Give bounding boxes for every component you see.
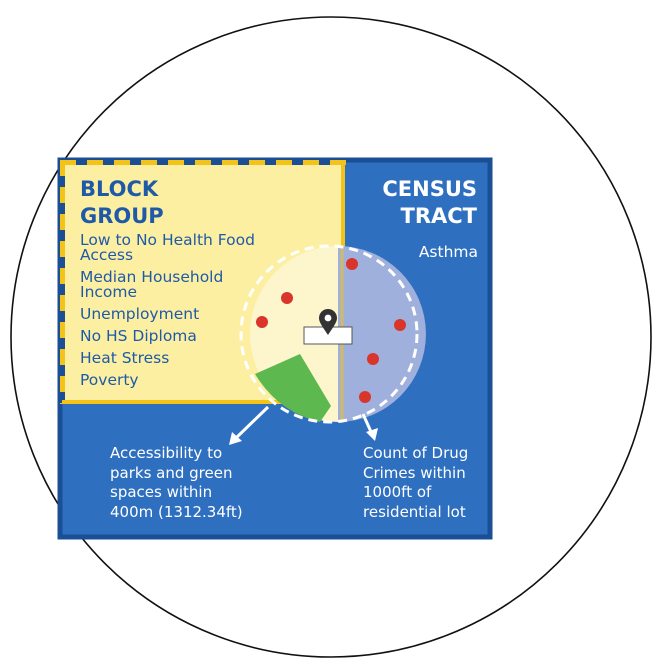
outer-circle-frame xyxy=(10,16,652,658)
buffer-circle-outline xyxy=(239,244,419,424)
indicator-heat-stress: Heat Stress xyxy=(80,349,170,367)
parks-annotation: Accessibility to parks and green spaces … xyxy=(110,444,243,521)
crime-point xyxy=(256,316,268,328)
crimes-arrow xyxy=(361,413,378,441)
map-pin-icon xyxy=(319,309,337,335)
indicator-food-access: Low to No Health Food Access xyxy=(80,231,255,264)
crime-point xyxy=(367,353,379,365)
indicator-unemployment: Unemployment xyxy=(80,305,200,323)
crime-point xyxy=(346,258,358,270)
indicator-poverty: Poverty xyxy=(80,371,139,389)
indicator-household-income: Median Household Income xyxy=(80,268,224,301)
crime-point xyxy=(394,319,406,331)
block-group-indicators: Low to No Health Food Access Median Hous… xyxy=(80,231,255,395)
crime-points xyxy=(256,258,406,403)
park-access-wedge xyxy=(255,354,331,422)
crime-point xyxy=(281,292,293,304)
parks-arrow xyxy=(229,405,270,445)
indicator-hs-diploma: No HS Diploma xyxy=(80,327,197,345)
block-group-title: BLOCK GROUP xyxy=(80,177,164,228)
crimes-annotation: Count of Drug Crimes within 1000ft of re… xyxy=(363,444,469,521)
crime-point xyxy=(359,391,371,403)
census-tract-subtitle: Asthma xyxy=(418,243,478,261)
census-tract-title: CENSUS TRACT xyxy=(382,177,477,228)
